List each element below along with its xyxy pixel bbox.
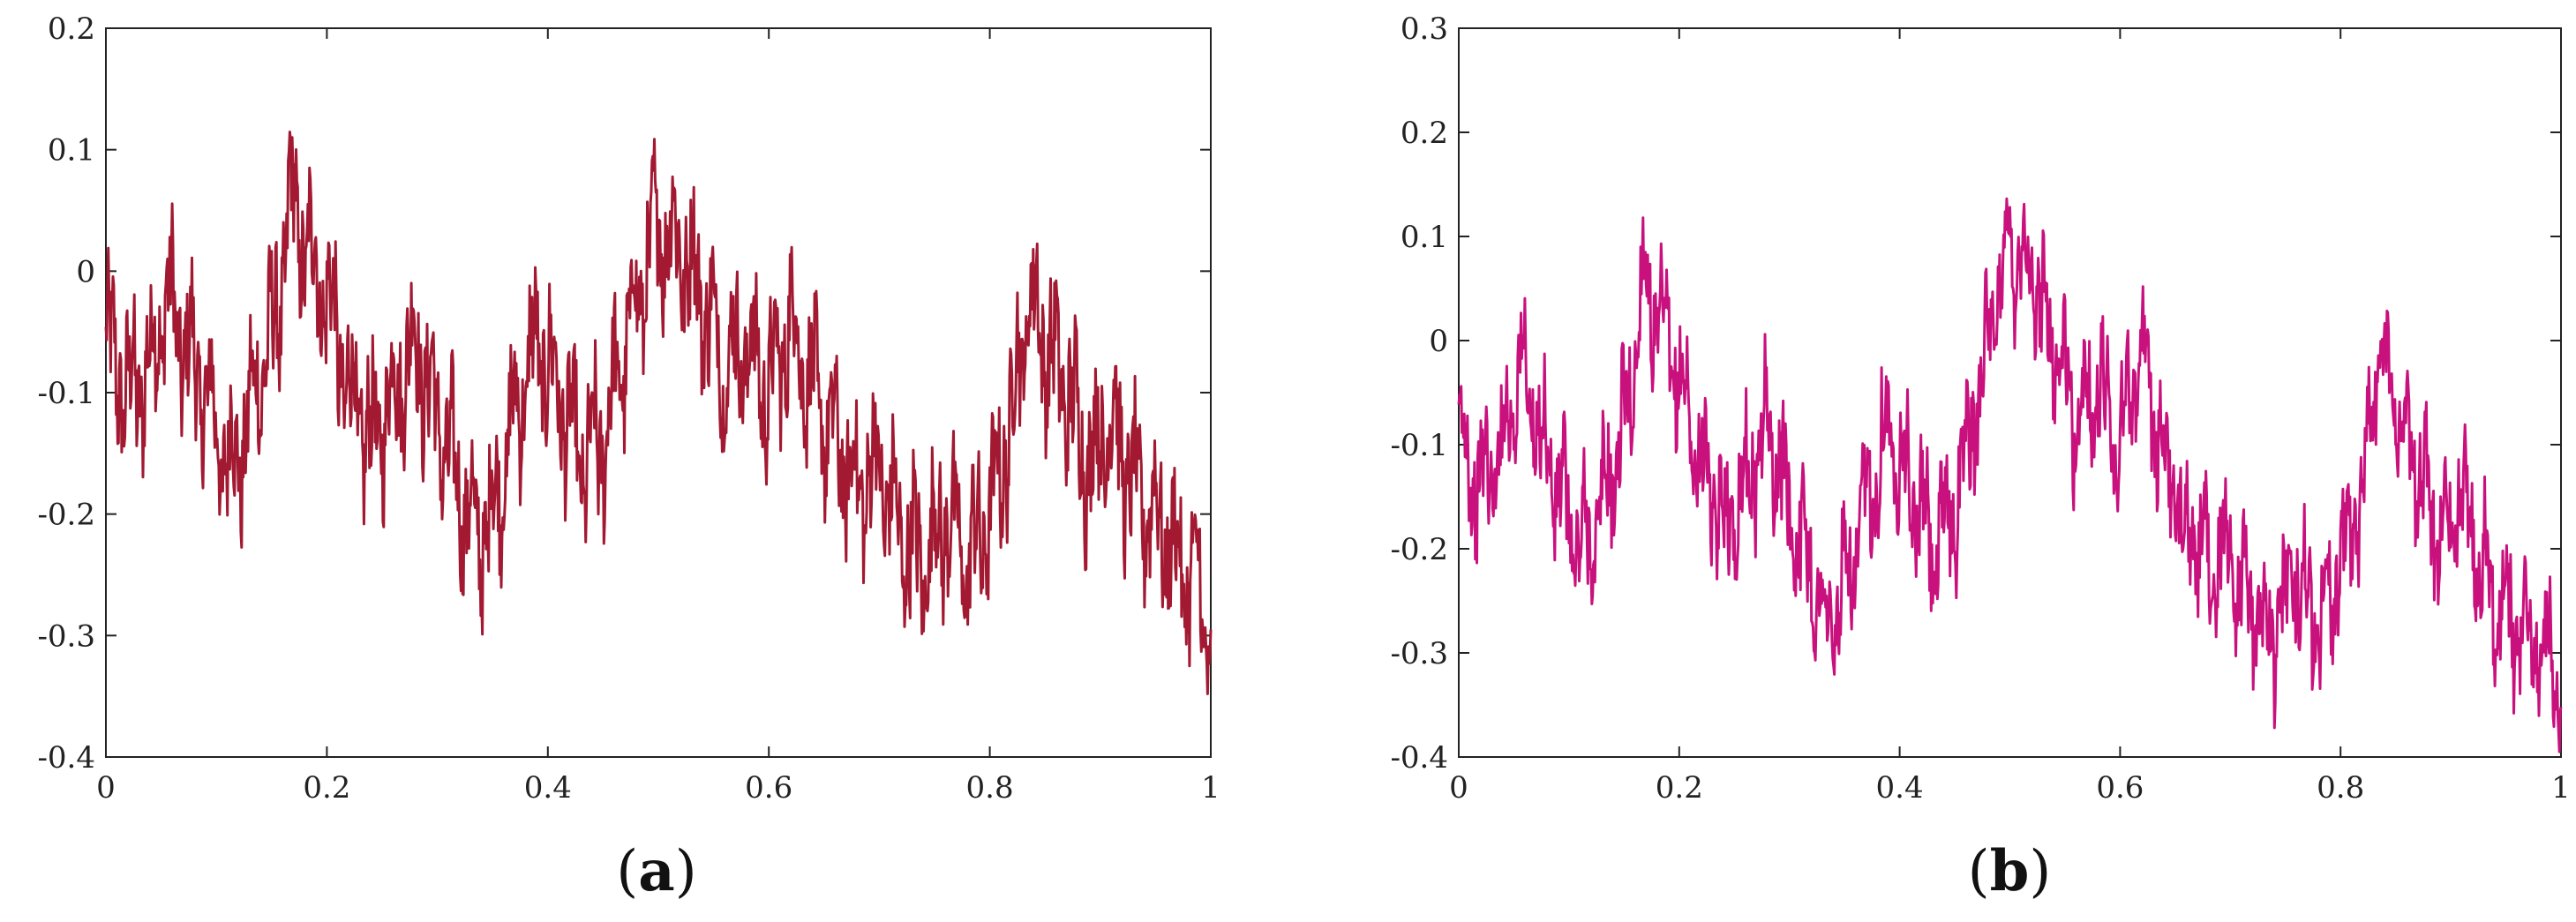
x-tick-label-b: 0.4 — [1876, 770, 1924, 806]
chart-panel-b: 0 0.2 0.4 0.6 0.8 1 -0.4 -0.3 -0.2 -0.1 0 0.1 0.2 0.3… — [1288, 0, 2576, 922]
x-tick-label-a: 0.8 — [966, 770, 1014, 806]
y-tick-label-a: -0.2 — [37, 498, 95, 533]
chart-panel-a: 0 0.2 0.4 0.6 0.8 1 -0.4 -0.3 -0.2 -0.1 0 0.1 0.2 (a… — [37, 11, 1220, 904]
x-tick-label-a: 1 — [1201, 770, 1220, 806]
x-tick-label-b: 1 — [2551, 770, 2571, 806]
caption-a-close: ) — [674, 839, 697, 904]
x-tick-label-b: 0.6 — [2096, 770, 2144, 806]
x-tick-label-a: 0.6 — [745, 770, 792, 806]
y-tick-label-a: -0.1 — [37, 376, 95, 411]
caption-b-letter: b — [1989, 838, 2030, 904]
y-tick-label-b: 0.3 — [1401, 11, 1448, 47]
caption-a-letter: a — [638, 838, 675, 904]
x-tick-label-a: 0 — [96, 770, 116, 806]
series-line-b — [1457, 197, 2563, 753]
x-tick-label-b: 0.2 — [1656, 770, 1703, 806]
caption-b-close: ) — [2029, 839, 2052, 904]
y-tick-label-b: 0.1 — [1401, 220, 1448, 255]
y-tick-label-b: 0 — [1429, 324, 1448, 359]
y-tick-label-b: -0.1 — [1390, 428, 1448, 463]
caption-b-open: ( — [1967, 839, 1990, 904]
y-tick-label-a: -0.3 — [37, 618, 95, 654]
y-tick-label-b: 0.2 — [1401, 116, 1448, 151]
series-line-a — [104, 131, 1213, 695]
x-tick-label-a: 0.2 — [303, 770, 350, 806]
y-tick-label-a: 0.1 — [48, 133, 95, 169]
y-tick-label-a: 0 — [76, 254, 95, 289]
chart-a-svg: 0 0.2 0.4 0.6 0.8 1 -0.4 -0.3 -0.2 -0.1 0 0.1 0.2 — [37, 11, 1220, 806]
caption-a: (a) — [524, 838, 789, 904]
axes-box-b — [1458, 27, 2562, 758]
y-tick-label-b: -0.4 — [1390, 740, 1448, 776]
y-tick-label-b: -0.3 — [1390, 636, 1448, 671]
caption-b: (b) — [1877, 838, 2142, 904]
x-tick-label-b: 0.8 — [2317, 770, 2364, 806]
caption-a-open: ( — [616, 839, 639, 904]
y-tick-label-a: -0.4 — [37, 740, 95, 776]
y-tick-label-a: 0.2 — [48, 11, 95, 47]
y-tick-label-b: -0.2 — [1390, 532, 1448, 567]
x-tick-label-a: 0.4 — [524, 770, 572, 806]
x-tick-label-b: 0 — [1449, 770, 1468, 806]
chart-b-svg: 0 0.2 0.4 0.6 0.8 1 -0.4 -0.3 -0.2 -0.1 0 0.1 0.2 0.3 — [1390, 11, 2571, 806]
